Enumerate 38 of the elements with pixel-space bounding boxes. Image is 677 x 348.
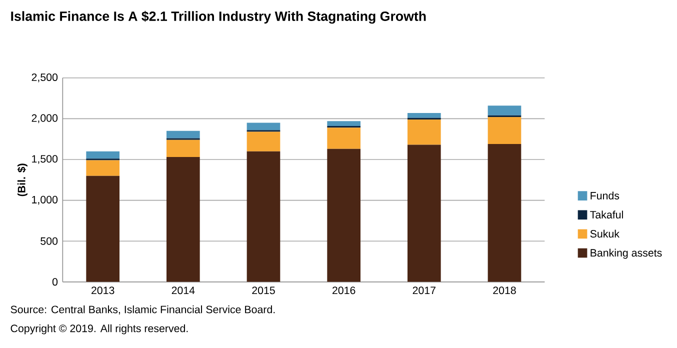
legend-label: Sukuk (590, 230, 620, 238)
y-tick-label: 2,500 (32, 73, 58, 82)
bar (488, 117, 522, 144)
bar (327, 121, 360, 126)
bar (407, 144, 441, 282)
legend-label: Funds (590, 192, 620, 200)
y-tick-label: 500 (40, 237, 58, 245)
legend-label: Takaful (590, 210, 623, 219)
y-tick-label: 0 (52, 278, 58, 286)
bar (407, 112, 441, 118)
bar (86, 151, 120, 159)
y-tick-label: 2,000 (32, 114, 58, 124)
x-tick-label: 2017 (412, 286, 436, 294)
text: Copyright © 2019. All rights reserved. (10, 324, 188, 334)
bar (86, 160, 120, 176)
bar (327, 128, 360, 149)
x-tick-label: 2016 (332, 286, 356, 294)
bar (407, 120, 441, 145)
bar (166, 140, 200, 158)
x-tick-label: 2014 (172, 286, 195, 294)
x-tick-label: 2018 (493, 286, 516, 294)
y-axis-title: (Bil. $) (17, 164, 28, 196)
bar (166, 157, 200, 282)
bar (488, 106, 522, 116)
y-tick-label: 1,500 (32, 155, 58, 164)
x-tick-label: 2013 (92, 286, 114, 294)
bar (246, 132, 280, 152)
x-tick-label: 2015 (252, 286, 275, 294)
source-note: Source: Central Banks, Islamic Financial Service Board. (10, 305, 275, 315)
bar (246, 151, 280, 282)
bar (327, 148, 360, 282)
chart-title: Islamic Finance Is A $2.1 Trillion Industry With Stagnating Growth (11, 10, 426, 24)
bar (86, 176, 120, 282)
y-tick-label: 1,000 (32, 196, 58, 205)
bar (246, 122, 280, 130)
bar (488, 144, 522, 282)
bar (166, 130, 200, 138)
legend-label: Banking assets (590, 248, 662, 259)
